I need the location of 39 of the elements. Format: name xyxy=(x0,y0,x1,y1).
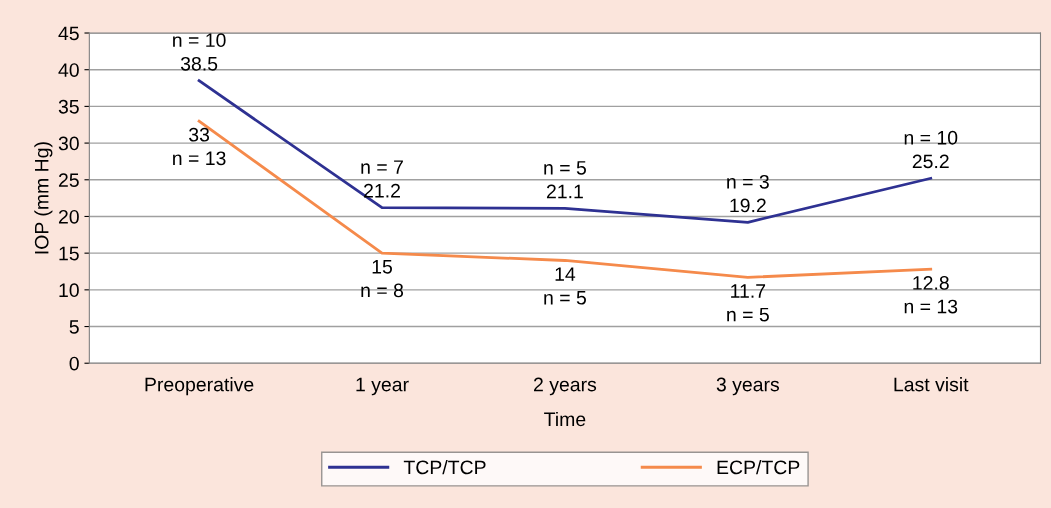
annotation: n = 7 xyxy=(361,160,403,174)
data-label: 11.7 xyxy=(731,284,766,298)
y-tick-label: 30 xyxy=(58,136,79,151)
data-label: 38.5 xyxy=(180,56,218,71)
x-axis-title: Time xyxy=(544,411,586,427)
annotation: n = 3 xyxy=(727,174,769,189)
y-tick-label: 35 xyxy=(58,99,79,114)
legend-label: ECP/TCP xyxy=(717,459,800,475)
annotation: n = 13 xyxy=(173,151,226,166)
annotation: n = 10 xyxy=(173,33,226,48)
annotation: n = 8 xyxy=(361,283,404,298)
data-label: 33 xyxy=(189,127,210,142)
x-tick-label: Last visit xyxy=(894,377,969,392)
y-tick-label: 40 xyxy=(58,63,79,77)
data-label: 21.2 xyxy=(364,183,400,198)
y-tick-label: 5 xyxy=(69,320,79,334)
y-tick-label: 0 xyxy=(69,356,79,371)
data-label: 14 xyxy=(555,267,576,281)
y-axis-title: IOP (mm Hg) xyxy=(34,142,53,254)
y-tick-label: 15 xyxy=(59,246,79,261)
y-tick-label: 20 xyxy=(58,209,79,224)
annotation: n = 5 xyxy=(544,161,586,175)
data-label: 15 xyxy=(372,260,392,274)
annotation: n = 10 xyxy=(904,130,958,145)
data-label: 19.2 xyxy=(730,198,766,213)
annotation: n = 5 xyxy=(727,307,769,322)
data-label: 21.1 xyxy=(546,184,583,199)
data-label: 12.8 xyxy=(913,276,949,290)
annotation: n = 5 xyxy=(544,291,586,305)
legend-label: TCP/TCP xyxy=(403,459,486,475)
x-tick-label: 3 years xyxy=(716,377,780,396)
data-label: 25.2 xyxy=(912,154,949,169)
x-tick-label: 2 years xyxy=(534,377,597,396)
y-tick-label: 10 xyxy=(59,283,79,298)
x-tick-label: 1 year xyxy=(356,377,409,396)
y-tick-label: 45 xyxy=(58,26,79,41)
y-tick-label: 25 xyxy=(58,173,79,188)
x-tick-label: Preoperative xyxy=(145,377,254,396)
annotation: n = 13 xyxy=(904,299,958,314)
